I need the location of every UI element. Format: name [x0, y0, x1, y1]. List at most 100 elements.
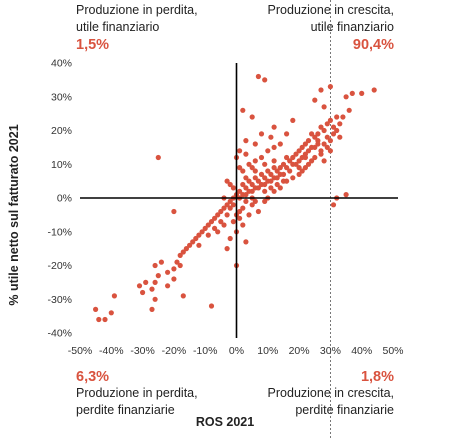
data-point	[240, 205, 246, 211]
data-point	[221, 205, 227, 211]
x-tick-label: -40%	[99, 345, 124, 357]
data-point	[305, 148, 312, 154]
data-point	[227, 235, 233, 242]
data-point	[252, 175, 258, 181]
data-point	[224, 178, 230, 184]
data-point	[327, 84, 333, 90]
data-point	[149, 306, 155, 312]
tick-labels-layer: -50% -40% -30% -20% -10% 0% 10% 20% 30% 40% 50% 40%…	[47, 58, 403, 358]
data-point	[243, 151, 249, 157]
data-point	[330, 202, 337, 208]
data-point	[174, 259, 180, 265]
data-point	[152, 279, 158, 285]
data-point	[237, 165, 243, 171]
data-point	[305, 138, 312, 144]
data-point	[327, 117, 333, 123]
data-point	[237, 148, 243, 154]
data-point	[180, 293, 186, 299]
data-point	[165, 283, 171, 289]
data-point	[230, 185, 236, 191]
y-tick-label: -20%	[47, 260, 72, 272]
data-point	[212, 225, 218, 231]
data-point	[243, 239, 249, 245]
data-point	[302, 141, 308, 147]
y-tick-label: -30%	[47, 294, 72, 306]
data-point	[224, 202, 230, 208]
data-point	[309, 131, 315, 137]
data-point	[252, 158, 258, 164]
data-point	[262, 175, 268, 181]
data-point	[240, 222, 246, 228]
x-tick-label: 0%	[229, 345, 244, 357]
top-left-label-line1: Produzione in perdita,	[76, 3, 198, 17]
data-point	[196, 232, 202, 238]
data-point	[299, 168, 305, 174]
data-point	[330, 124, 337, 130]
data-point	[302, 165, 308, 171]
data-point	[280, 171, 287, 177]
x-tick-label: 20%	[289, 345, 310, 357]
data-point	[318, 87, 324, 93]
x-tick-label: -50%	[68, 345, 93, 357]
data-point	[324, 134, 330, 140]
data-point	[337, 121, 343, 127]
top-right-label-line1: Produzione in crescita,	[267, 3, 394, 17]
data-point	[271, 144, 277, 150]
bottom-right-label-line2: perdite finanziarie	[295, 403, 394, 417]
y-tick-label: 0%	[57, 193, 72, 205]
data-point	[274, 168, 280, 174]
data-point	[290, 154, 296, 161]
data-point	[240, 181, 246, 188]
data-point	[243, 175, 249, 181]
data-point	[224, 212, 230, 218]
data-point	[165, 269, 171, 275]
data-point	[321, 104, 327, 110]
data-point	[227, 198, 233, 204]
data-point	[199, 229, 205, 235]
data-point	[246, 178, 252, 184]
data-point	[155, 154, 161, 161]
data-point	[277, 165, 283, 171]
data-point	[271, 165, 277, 171]
data-point	[205, 232, 211, 238]
data-point	[284, 154, 290, 161]
data-point	[230, 219, 236, 225]
data-point	[190, 239, 196, 245]
data-point	[237, 188, 243, 194]
data-point	[262, 181, 268, 188]
data-point	[243, 198, 249, 204]
data-point	[271, 124, 277, 130]
x-tick-label: -30%	[130, 345, 155, 357]
data-point	[309, 158, 315, 164]
bottom-right-percentage: 1,8%	[360, 369, 394, 385]
data-point	[296, 148, 302, 154]
data-point	[268, 134, 274, 140]
data-point	[96, 316, 102, 323]
data-point	[237, 208, 243, 215]
data-point	[268, 178, 274, 184]
data-point	[227, 205, 233, 211]
data-point	[177, 252, 183, 258]
y-tick-label: 30%	[51, 91, 72, 103]
data-point	[224, 246, 230, 252]
data-point	[171, 276, 177, 282]
top-right-label-line2: utile finanziario	[310, 20, 394, 34]
data-point	[258, 171, 265, 177]
data-point	[296, 158, 302, 164]
data-point	[218, 208, 224, 215]
bottom-left-quadrant-label: Produzione in perdita, perdite finanziar…	[76, 385, 198, 419]
data-point	[293, 161, 299, 167]
data-point	[312, 97, 318, 103]
data-point	[271, 188, 277, 194]
data-point	[243, 138, 249, 144]
data-point	[343, 94, 349, 100]
data-point	[343, 192, 349, 198]
data-point	[255, 178, 261, 184]
data-point	[212, 215, 218, 221]
data-point	[249, 114, 255, 120]
top-left-quadrant-label: Produzione in perdita, utile finanziario	[76, 2, 198, 36]
data-point	[274, 175, 280, 181]
data-point	[321, 158, 327, 164]
data-point	[299, 144, 305, 150]
data-point	[177, 262, 183, 269]
